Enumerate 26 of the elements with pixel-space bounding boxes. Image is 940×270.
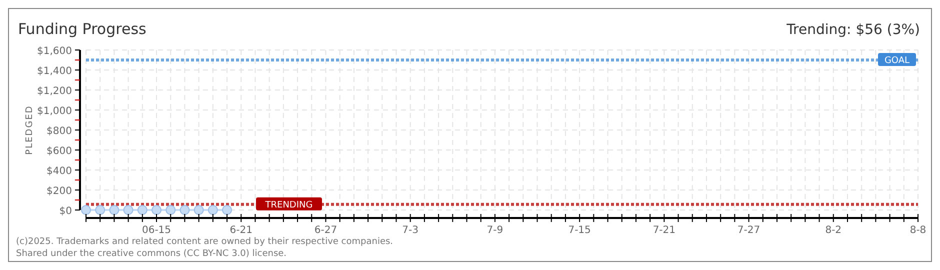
x-tick-label: 8-2 <box>825 225 842 236</box>
ref-line-label: TRENDING <box>264 200 313 210</box>
y-tick-label: $1,400 <box>37 66 72 77</box>
y-tick-label: $1,600 <box>37 46 72 57</box>
y-tick-label: $1,000 <box>37 106 72 117</box>
text: Shared under the creative commons (CC BY-NC 3.0) license. <box>16 249 287 259</box>
y-tick-label: $200 <box>46 186 72 197</box>
y-tick-label: $800 <box>46 126 72 137</box>
ref-line-label: GOAL <box>884 56 910 66</box>
y-axis-title: PLEDGED <box>25 105 35 155</box>
text: Trending: $56 (3%) <box>786 22 920 38</box>
x-tick-label: 6-21 <box>230 225 252 236</box>
x-tick-label: 7-21 <box>652 225 676 236</box>
x-tick-label: 7-27 <box>737 225 760 236</box>
y-tick-label: $400 <box>46 166 72 177</box>
x-tick-label: 7-3 <box>402 225 419 236</box>
y-tick-label: $1,200 <box>37 86 72 97</box>
chart-title: Funding Progress <box>18 20 147 38</box>
x-tick-label: 06-15 <box>142 225 172 236</box>
x-tick-label: 6-27 <box>314 225 338 236</box>
y-tick-label: $600 <box>46 146 72 157</box>
text: (c)2025. Trademarks and related content are owned by their respective companies. <box>16 237 394 247</box>
x-tick-label: 7-15 <box>568 225 591 236</box>
x-tick-label: 8-8 <box>910 225 926 236</box>
y-tick-label: $0 <box>59 206 72 217</box>
x-tick-label: 7-9 <box>486 225 504 236</box>
